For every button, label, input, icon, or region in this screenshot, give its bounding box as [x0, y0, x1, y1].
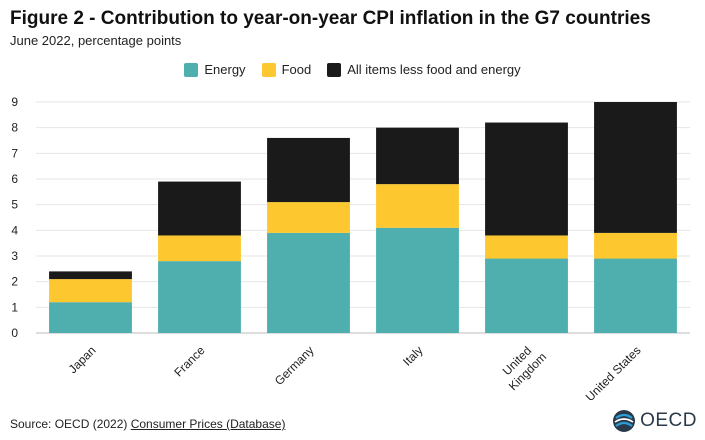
bar-energy-united-kingdom: [485, 258, 568, 333]
x-tick-label: UnitedKingdom: [495, 339, 549, 393]
source-note: Source: OECD (2022) Consumer Prices (Dat…: [10, 417, 285, 431]
source-prefix: Source: OECD (2022): [10, 417, 131, 431]
bar-all-items-less-food-and-energy-italy: [376, 127, 459, 185]
legend-swatch-food: [261, 62, 276, 77]
oecd-globe-icon: [613, 410, 636, 432]
oecd-logo-text: OECD: [640, 410, 697, 431]
y-tick-label: 8: [11, 121, 18, 135]
y-tick-label: 1: [11, 300, 18, 314]
bar-all-items-less-food-and-energy-united-kingdom: [485, 122, 568, 236]
y-tick-label: 0: [11, 326, 18, 340]
y-tick-label: 6: [11, 172, 18, 186]
x-tick-label: Italy: [400, 343, 425, 368]
bar-food-italy: [376, 184, 459, 228]
y-tick-label: 2: [11, 275, 18, 289]
bar-energy-united-states: [594, 258, 677, 333]
legend-swatch-energy: [184, 62, 199, 77]
chart-subtitle: June 2022, percentage points: [10, 33, 182, 48]
bar-energy-germany: [267, 232, 350, 333]
bar-all-items-less-food-and-energy-united-states: [594, 102, 677, 233]
legend-item-energy: Energy: [184, 62, 246, 77]
bar-chart: 0 1 2 3 4 5 6 7 8 9 Japan France Germany Italy UnitedK…: [11, 95, 690, 400]
oecd-logo: OECD: [612, 409, 697, 433]
bar-food-united-states: [594, 232, 677, 259]
legend-swatch-core: [327, 62, 342, 77]
chart-title: Figure 2 - Contribution to year-on-year …: [10, 8, 651, 29]
legend-item-food: Food: [261, 62, 312, 77]
bar-energy-japan: [49, 302, 132, 333]
bar-all-items-less-food-and-energy-france: [158, 181, 241, 236]
legend-label-core: All items less food and energy: [347, 62, 521, 77]
bar-energy-italy: [376, 227, 459, 333]
legend-label-energy: Energy: [204, 62, 246, 77]
y-tick-label: 3: [11, 249, 18, 263]
chart-legend: Energy Food All items less food and ener…: [0, 62, 705, 77]
legend-label-food: Food: [281, 62, 312, 77]
bar-all-items-less-food-and-energy-germany: [267, 137, 350, 203]
x-tick-label: United States: [583, 343, 644, 400]
x-tick-label: Germany: [272, 343, 317, 388]
bar-all-items-less-food-and-energy-japan: [49, 271, 132, 280]
y-tick-label: 4: [11, 223, 18, 237]
bar-food-germany: [267, 202, 350, 233]
bar-food-japan: [49, 279, 132, 303]
y-tick-label: 9: [11, 95, 18, 109]
y-tick-label: 5: [11, 198, 18, 212]
legend-item-core: All items less food and energy: [327, 62, 521, 77]
x-tick-label: Japan: [66, 343, 99, 376]
bar-food-france: [158, 235, 241, 262]
x-tick-label: France: [171, 343, 208, 380]
source-link[interactable]: Consumer Prices (Database): [130, 417, 286, 431]
bar-energy-france: [158, 261, 241, 333]
y-tick-label: 7: [11, 146, 18, 160]
bar-food-united-kingdom: [485, 235, 568, 259]
